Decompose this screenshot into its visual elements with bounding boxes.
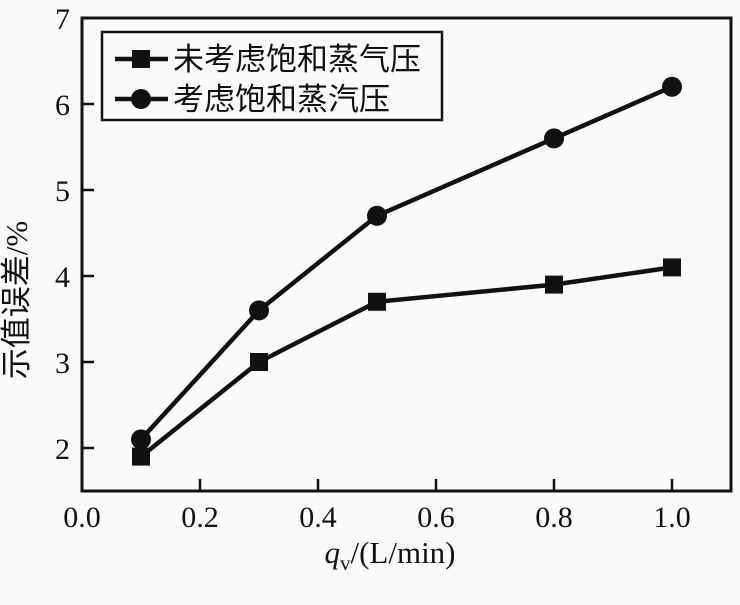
data-point-square — [663, 258, 681, 277]
legend-box — [100, 30, 444, 122]
series-1 — [131, 76, 682, 450]
plot-border — [80, 16, 733, 493]
data-point-circle — [544, 128, 564, 149]
y-tick-label: 4 — [55, 261, 70, 294]
x-tick-label: 0.8 — [535, 501, 573, 534]
series-line-0 — [139, 265, 673, 459]
legend-entry-0: 未考虑饱和蒸气压 — [115, 42, 421, 77]
data-point-square — [368, 292, 386, 311]
y-tick-label: 2 — [55, 433, 70, 466]
legend-marker-square — [132, 50, 150, 68]
y-tick-label: 5 — [55, 175, 70, 208]
data-point-circle — [367, 205, 387, 226]
x-tick-label: 0.0 — [63, 501, 101, 534]
x-axis-unit: /(L/min) — [350, 535, 455, 570]
series-line-1 — [139, 84, 673, 441]
y-axis-label: 示值误差/% — [0, 221, 34, 379]
data-point-square — [250, 353, 268, 371]
data-point-circle — [249, 300, 269, 321]
legend-label-1: 考虑饱和蒸汽压 — [173, 82, 390, 117]
x-tick-label: 0.6 — [417, 501, 455, 534]
x-tick-label: 0.4 — [299, 501, 337, 534]
y-tick-label: 7 — [55, 3, 70, 36]
legend-entry-1: 考虑饱和蒸汽压 — [115, 82, 390, 117]
data-point-circle — [131, 429, 151, 450]
x-axis-symbol: q — [324, 535, 340, 570]
x-tick-label: 0.2 — [181, 501, 219, 534]
data-point-square — [545, 275, 563, 294]
y-tick-label: 3 — [55, 347, 70, 380]
data-point-circle — [662, 76, 682, 97]
legend-label-0: 未考虑饱和蒸气压 — [173, 42, 421, 77]
x-tick-label: 1.0 — [653, 501, 691, 534]
y-tick-label: 6 — [55, 89, 70, 122]
x-axis-subscript: v — [340, 551, 351, 575]
data-point-square — [132, 447, 150, 466]
series-0 — [132, 258, 681, 466]
legend-marker-circle — [131, 89, 151, 109]
x-axis-label: qv/(L/min) — [324, 535, 455, 575]
